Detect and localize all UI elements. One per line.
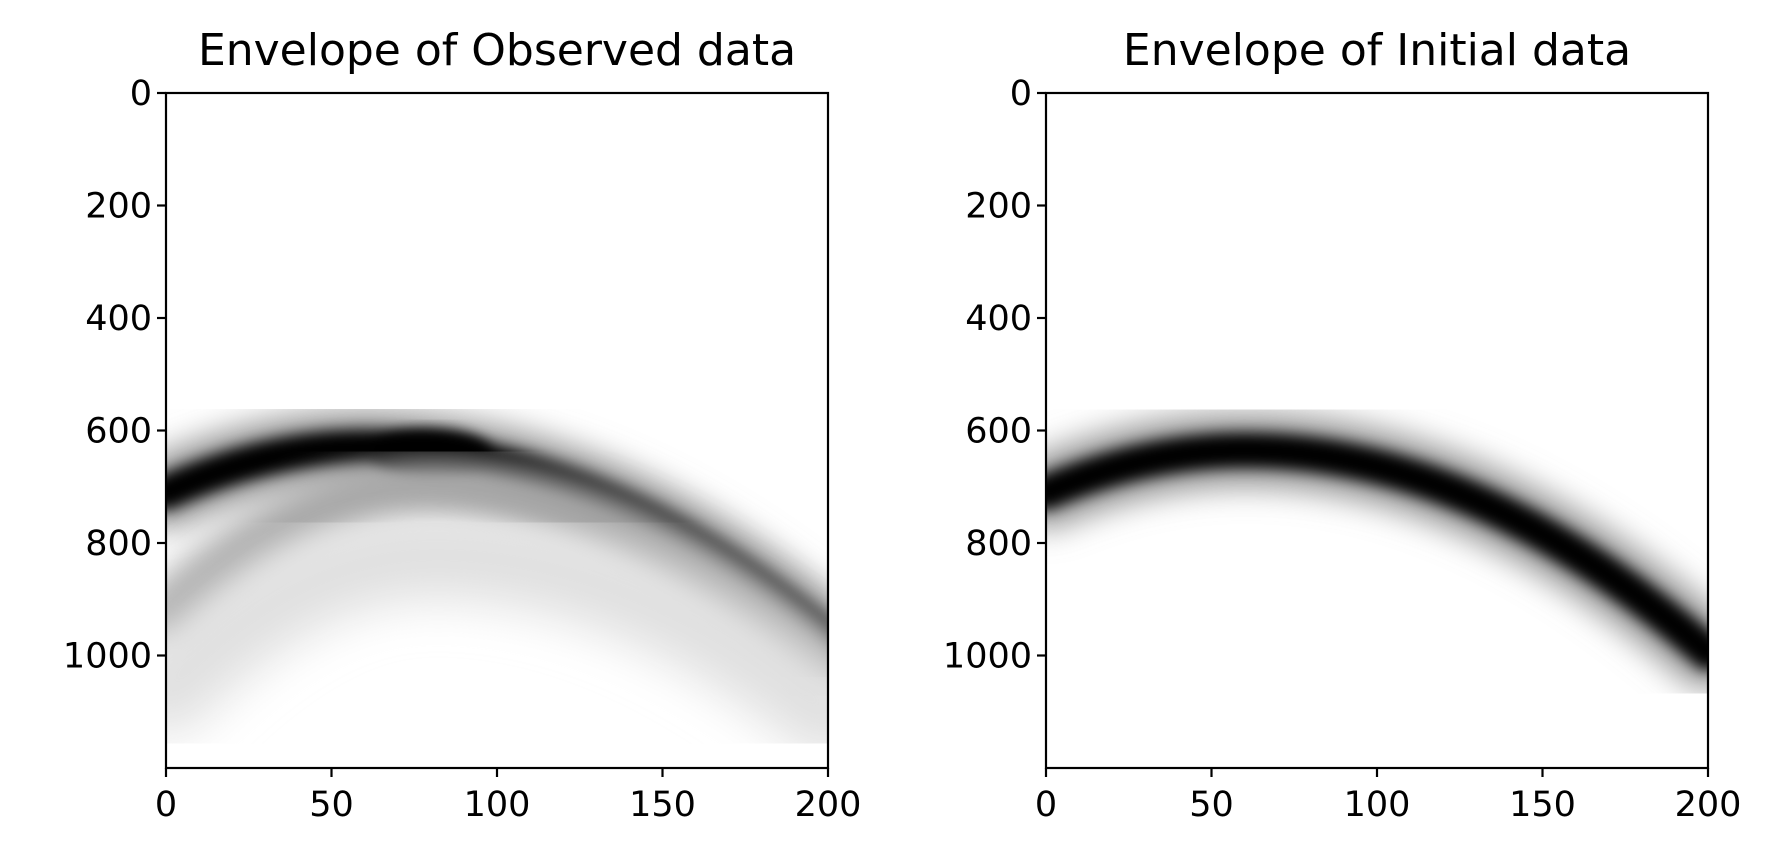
x-tick-label: 150 <box>629 785 696 825</box>
x-tick-label: 150 <box>1509 785 1576 825</box>
y-tick-label: 400 <box>85 299 152 339</box>
x-axis-observed: 0 50 100 150 200 <box>155 768 862 825</box>
arrival-curve-2 <box>166 459 828 689</box>
y-tick-label: 600 <box>85 412 152 452</box>
y-tick-label: 800 <box>85 524 152 564</box>
y-tick-label: 1000 <box>63 637 152 677</box>
y-tick-label: 400 <box>965 299 1032 339</box>
y-tick-label: 0 <box>1010 74 1032 114</box>
x-tick-label: 200 <box>795 785 862 825</box>
x-tick-label: 50 <box>1189 785 1234 825</box>
heatmap-initial <box>1046 93 1708 768</box>
x-tick-label: 100 <box>1344 785 1411 825</box>
y-axis-observed: 0 200 400 600 800 1000 <box>63 74 166 677</box>
y-tick-label: 200 <box>85 187 152 227</box>
heatmap-marks-observed <box>166 412 828 757</box>
x-tick-label: 0 <box>1035 785 1057 825</box>
y-tick-label: 1000 <box>943 637 1032 677</box>
x-axis-initial: 0 50 100 150 200 <box>1035 768 1742 825</box>
panel-title-initial: Envelope of Initial data <box>1123 25 1631 76</box>
x-tick-label: 200 <box>1675 785 1742 825</box>
y-tick-label: 0 <box>130 74 152 114</box>
x-tick-label: 50 <box>309 785 354 825</box>
panel-initial-envelope: Envelope of Initial data 0 200 400 600 800 10… <box>943 25 1741 825</box>
heatmap-observed <box>166 93 828 768</box>
y-tick-label: 600 <box>965 412 1032 452</box>
y-axis-initial: 0 200 400 600 800 1000 <box>943 74 1046 677</box>
panel-title-observed: Envelope of Observed data <box>198 25 796 76</box>
arrival-curve-3 <box>166 509 828 757</box>
y-tick-label: 800 <box>965 524 1032 564</box>
arrival-curve-0 <box>1046 433 1708 670</box>
panel-observed-envelope: Envelope of Observed data 0 200 400 600 800 1… <box>63 25 861 825</box>
heatmap-marks-initial <box>1046 415 1708 688</box>
x-tick-label: 100 <box>464 785 531 825</box>
y-tick-label: 200 <box>965 187 1032 227</box>
x-tick-label: 0 <box>155 785 177 825</box>
